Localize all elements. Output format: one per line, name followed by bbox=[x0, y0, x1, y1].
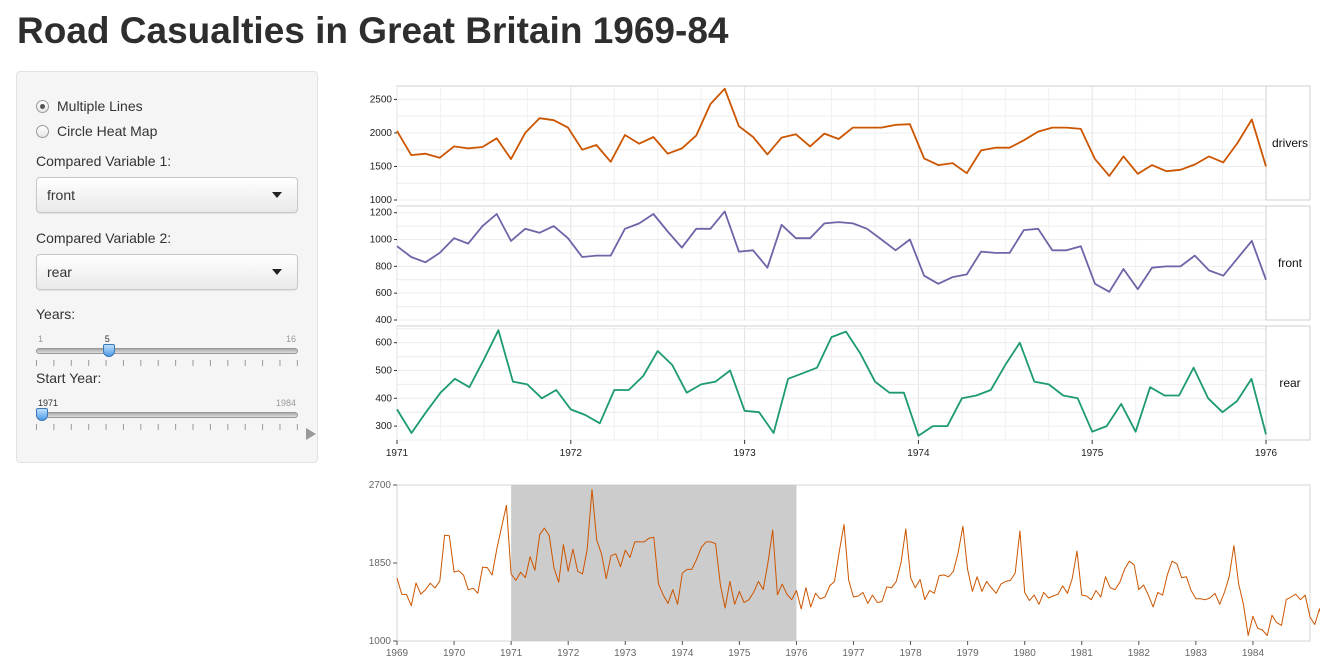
var1-value: front bbox=[47, 187, 76, 203]
years-slider[interactable]: 1 5 16 bbox=[36, 334, 298, 378]
var2-select[interactable]: rear bbox=[36, 254, 298, 290]
y-tick-label: 1200 bbox=[370, 208, 393, 219]
start-year-label: Start Year: bbox=[36, 370, 102, 386]
sidebar-panel: Multiple Lines Circle Heat Map Compared … bbox=[16, 71, 318, 463]
radio-label: Circle Heat Map bbox=[57, 123, 158, 139]
y-tick-label: 300 bbox=[375, 421, 392, 432]
x-tick-label: 1984 bbox=[1242, 648, 1265, 659]
x-tick-label: 1971 bbox=[500, 648, 523, 659]
slider-min-label: 1 bbox=[38, 334, 44, 344]
chevron-down-icon bbox=[272, 269, 282, 275]
x-tick-label: 1974 bbox=[671, 648, 694, 659]
y-tick-label: 1500 bbox=[370, 161, 393, 172]
play-icon[interactable] bbox=[306, 428, 316, 440]
var2-label: Compared Variable 2: bbox=[36, 230, 172, 246]
x-tick-label: 1975 bbox=[728, 648, 751, 659]
y-tick-label: 2700 bbox=[369, 480, 392, 491]
x-tick-label: 1980 bbox=[1014, 648, 1037, 659]
slider-handle[interactable] bbox=[36, 408, 48, 421]
x-tick-label: 1969 bbox=[386, 648, 409, 659]
series-line-front bbox=[396, 210, 1267, 293]
x-tick-label: 1973 bbox=[733, 448, 756, 459]
radio-multiple-lines[interactable]: Multiple Lines bbox=[36, 96, 143, 116]
slider-handle[interactable] bbox=[102, 344, 115, 357]
radio-circle-heat-map[interactable]: Circle Heat Map bbox=[36, 121, 157, 141]
x-tick-label: 1973 bbox=[614, 648, 637, 659]
x-tick-label: 1975 bbox=[1081, 448, 1104, 459]
var1-label: Compared Variable 1: bbox=[36, 153, 172, 169]
series-line-drivers bbox=[396, 87, 1267, 177]
slider-ticks bbox=[36, 360, 298, 366]
x-tick-label: 1974 bbox=[907, 448, 930, 459]
x-tick-label: 1981 bbox=[1071, 648, 1094, 659]
facet-strip-label: rear bbox=[1279, 376, 1300, 390]
y-tick-label: 600 bbox=[375, 288, 392, 299]
y-tick-label: 600 bbox=[375, 338, 392, 349]
chevron-down-icon bbox=[272, 192, 282, 198]
facet-panel bbox=[396, 325, 1311, 441]
x-tick-label: 1976 bbox=[785, 648, 808, 659]
x-tick-label: 1972 bbox=[560, 448, 583, 459]
facet-strip-label: front bbox=[1278, 256, 1303, 270]
y-tick-label: 1000 bbox=[370, 195, 393, 206]
slider-max-label: 16 bbox=[285, 334, 296, 344]
y-tick-label: 2500 bbox=[370, 94, 393, 105]
years-label: Years: bbox=[36, 306, 76, 322]
overview-brush-chart[interactable]: 1000 1850 2700 1969 1970 1971 1972 1973 1974 1975… bbox=[340, 478, 1320, 664]
slider-track[interactable] bbox=[36, 348, 298, 354]
start-year-slider[interactable]: 1971 1984 bbox=[36, 398, 298, 442]
x-tick-label: 1972 bbox=[557, 648, 580, 659]
facet-panel bbox=[396, 205, 1311, 321]
x-tick-label: 1977 bbox=[842, 648, 865, 659]
y-tick-label: 2000 bbox=[370, 128, 393, 139]
x-tick-label: 1970 bbox=[443, 648, 466, 659]
brush-selection[interactable] bbox=[511, 485, 797, 641]
y-tick-label: 1850 bbox=[369, 558, 392, 569]
radio-label: Multiple Lines bbox=[57, 98, 143, 114]
x-tick-label: 1971 bbox=[386, 448, 409, 459]
y-tick-label: 400 bbox=[375, 393, 392, 404]
slider-value-label: 1971 bbox=[38, 398, 59, 408]
slider-value-label: 5 bbox=[104, 334, 110, 344]
y-tick-label: 500 bbox=[375, 365, 392, 376]
y-tick-label: 800 bbox=[375, 261, 392, 272]
var1-select[interactable]: front bbox=[36, 177, 298, 213]
facet-strip-label: drivers bbox=[1272, 136, 1308, 150]
y-tick-label: 1000 bbox=[369, 636, 392, 647]
slider-track[interactable] bbox=[36, 412, 298, 418]
var2-value: rear bbox=[47, 264, 72, 280]
series-line-rear bbox=[396, 329, 1267, 437]
radio-button-icon[interactable] bbox=[36, 99, 49, 113]
x-tick-label: 1983 bbox=[1185, 648, 1208, 659]
facet-panel bbox=[396, 85, 1311, 201]
slider-ticks bbox=[36, 424, 298, 430]
x-tick-label: 1982 bbox=[1128, 648, 1151, 659]
y-tick-label: 400 bbox=[375, 315, 392, 326]
x-tick-label: 1976 bbox=[1255, 448, 1278, 459]
faceted-line-chart: 1000 1500 2000 2500 drivers 400 600 800 1000 1200… bbox=[370, 85, 1311, 459]
x-tick-label: 1978 bbox=[899, 648, 922, 659]
radio-button-icon[interactable] bbox=[36, 124, 49, 138]
slider-max-label: 1984 bbox=[275, 398, 296, 408]
overview-series-line bbox=[396, 489, 1320, 636]
y-tick-label: 1000 bbox=[370, 235, 393, 246]
x-tick-label: 1979 bbox=[957, 648, 980, 659]
page-title: Road Casualties in Great Britain 1969-84 bbox=[17, 10, 729, 51]
